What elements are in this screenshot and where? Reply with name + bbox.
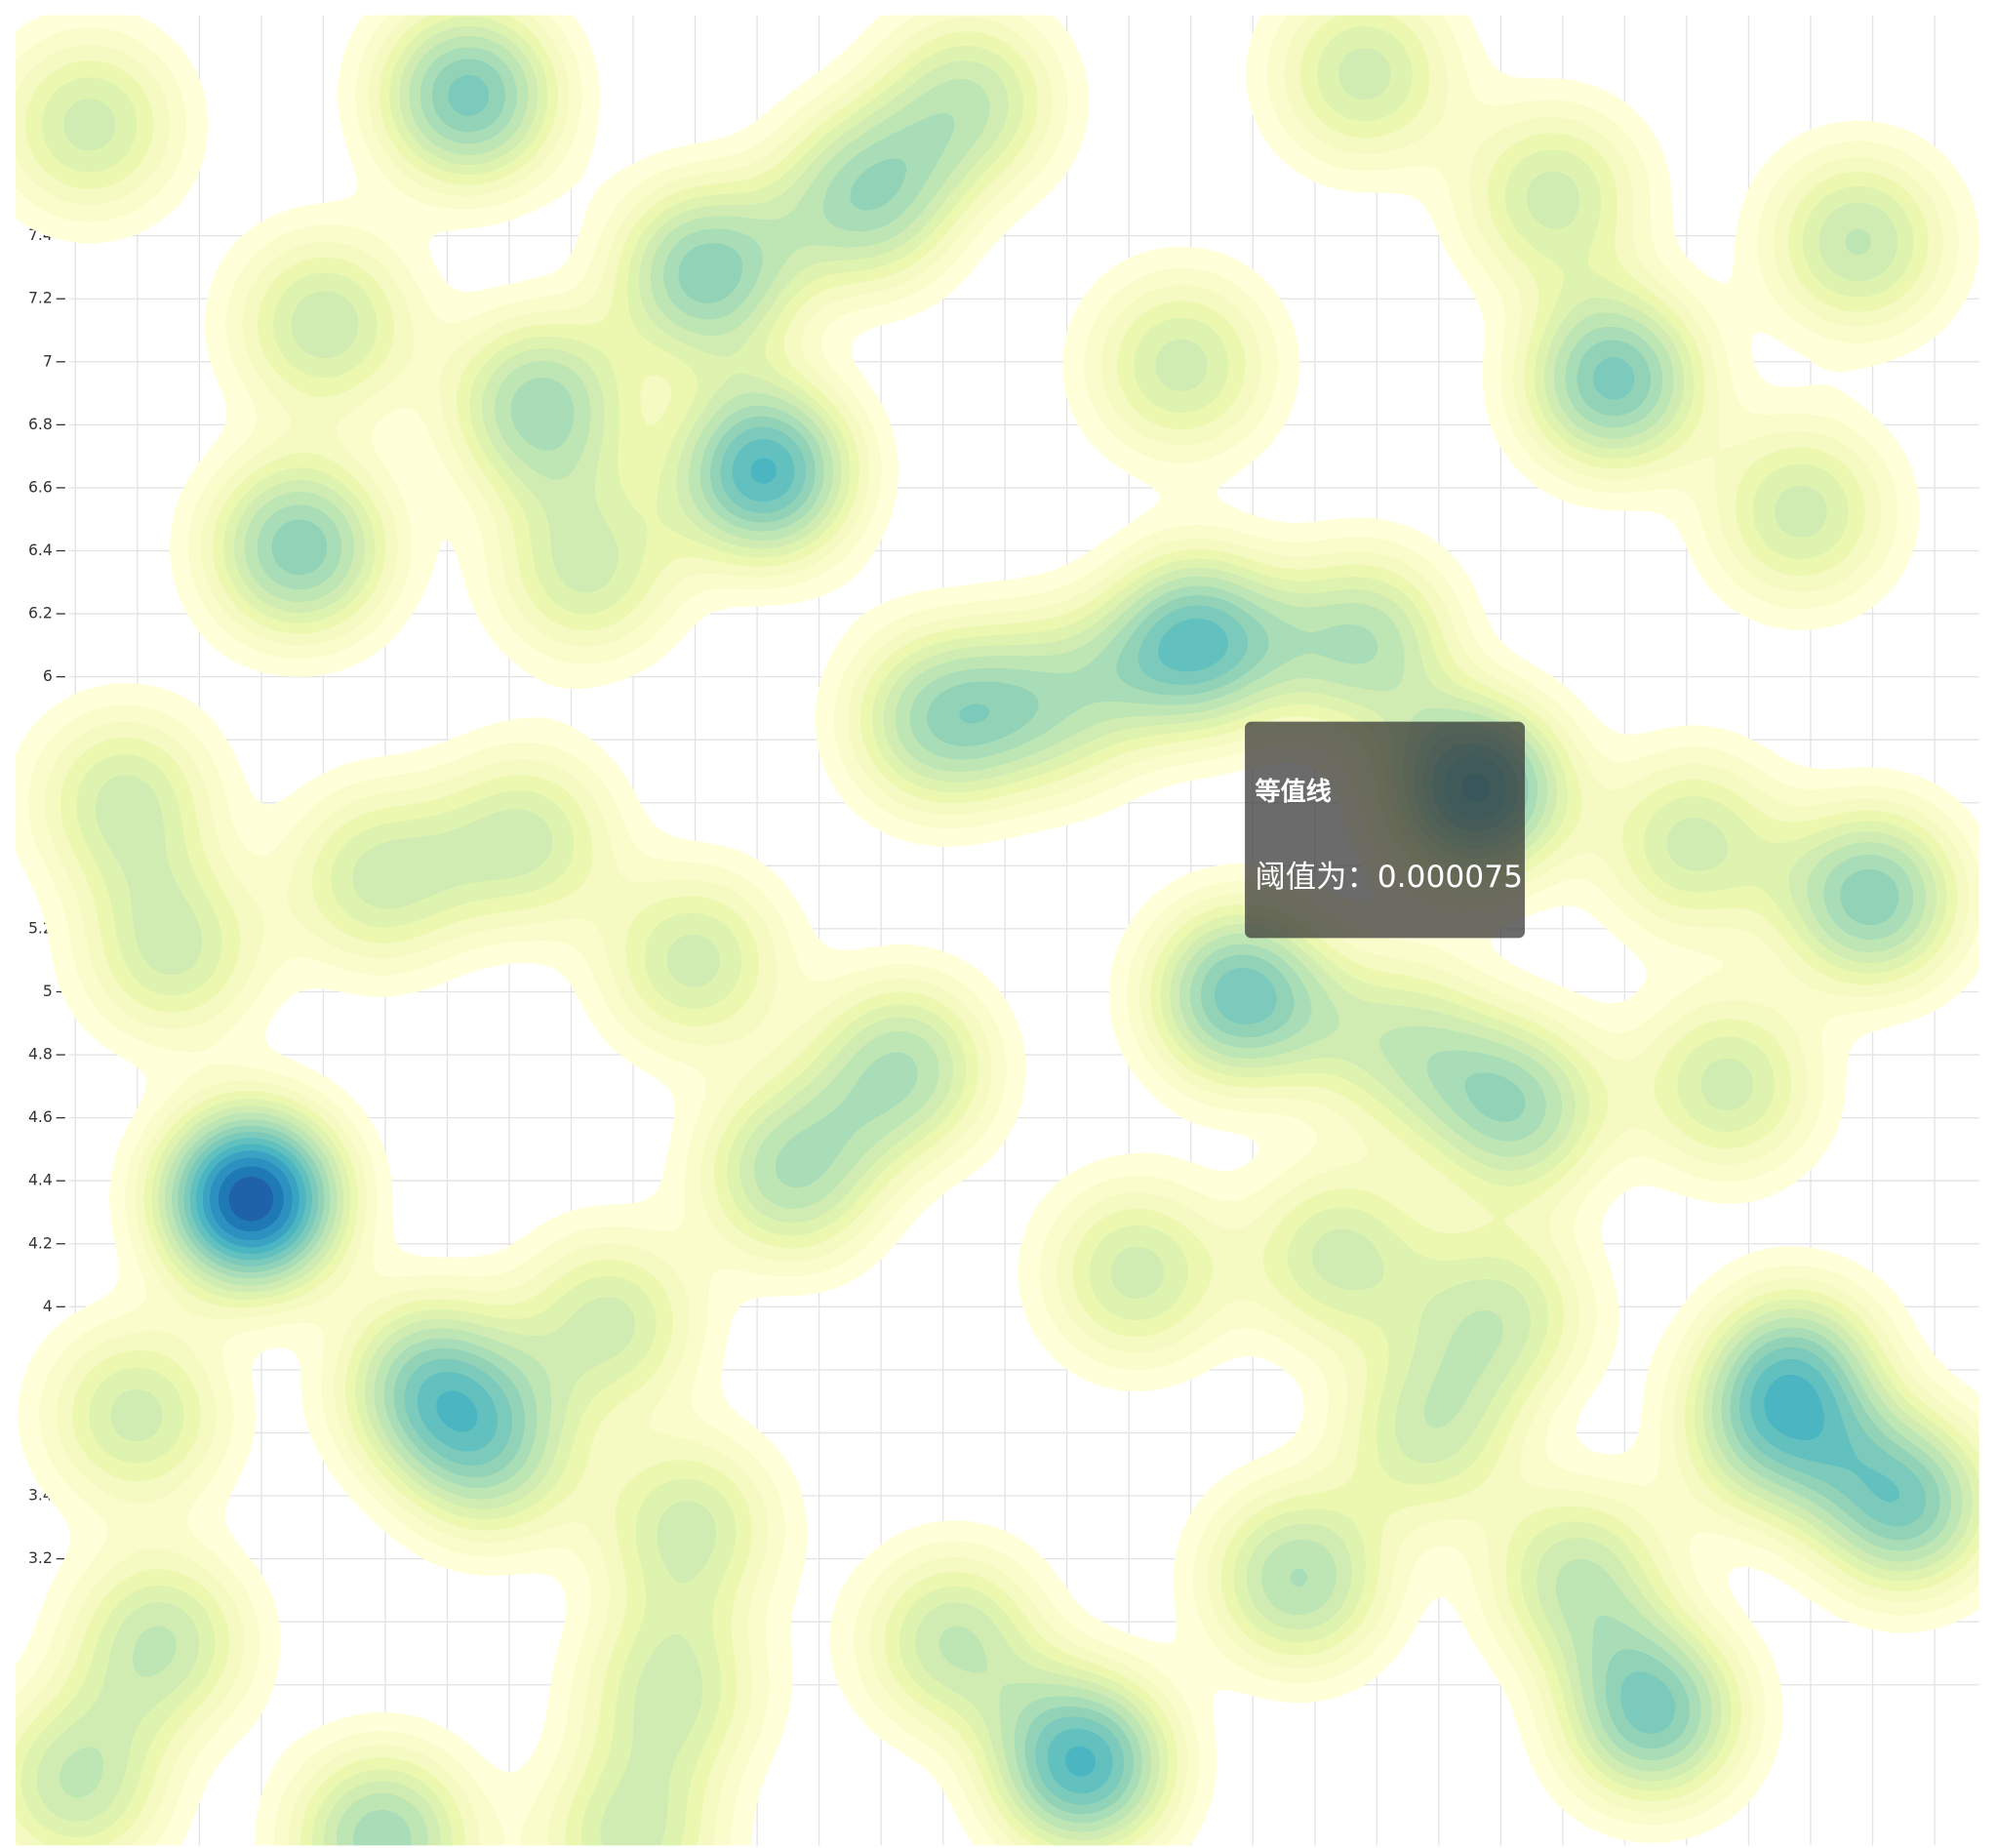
density-blob [608,1448,767,1607]
y-axis: 2.833.23.43.63.844.24.44.64.855.25.45.65… [28,225,65,1693]
y-tick-label: 3.4 [28,1486,53,1505]
density-blob [80,1562,239,1721]
density-blob [172,1119,331,1278]
density-blob [1218,1499,1377,1658]
density-blob [821,989,980,1148]
density-blob [786,118,945,277]
density-blob [627,194,786,353]
density-blob [93,868,252,1027]
density-blob [1473,118,1632,277]
tooltip-title: 等值线 [1255,777,1331,807]
density-blob [875,1562,1034,1721]
density-blob [529,1244,688,1403]
y-tick-label: 2.8 [28,1674,53,1693]
density-blob [389,16,548,175]
y-tick-label: 3.6 [28,1423,53,1441]
tooltip-box [1245,721,1526,939]
density-blob [461,328,620,487]
tooltip-value: 0.000075 [1377,860,1523,895]
density-blob [1058,1193,1217,1352]
density-blob [1259,1177,1418,1336]
tooltip: 等值线 阈值为：0.000075 [1245,721,1526,939]
density-blob [591,1611,750,1770]
density-blob [1573,1632,1732,1791]
density-blob [1614,764,1773,923]
density-blob [1648,1005,1807,1164]
density-blob [1162,916,1321,1074]
density-blob [411,1372,570,1530]
density-blob [685,391,843,550]
density-blob [46,722,205,881]
y-tick-label: 7.2 [28,289,53,307]
y-tick-label: 3 [43,1612,53,1630]
density-blob [1349,1352,1507,1511]
density-blob [1722,432,1880,591]
y-tick-label: 6 [43,666,53,685]
tooltip-label: 阈值为： [1255,860,1377,895]
y-tick-label: 4.6 [28,1107,53,1126]
y-tick-label: 7 [43,351,53,370]
density-blob [1283,563,1441,722]
density-blob [1003,1683,1161,1842]
y-tick-label: 4 [43,1297,53,1315]
y-tick-label: 3.8 [28,1359,53,1378]
y-tick-label: 4.8 [28,1045,53,1064]
density-blob [15,1703,156,1846]
density-blob [1420,1234,1578,1393]
density-blob [15,45,169,204]
density-blob [1498,1499,1657,1658]
density-blob [445,761,604,919]
y-tick-label: 4.2 [28,1233,53,1252]
density-blob [1778,162,1937,321]
density-blob [246,245,404,404]
density-blob [1101,286,1260,445]
y-tick-label: 5.8 [28,730,53,748]
density-blob [1285,15,1444,153]
density-blob [551,1760,709,1846]
density-blob [506,487,665,646]
y-tick-label: 6.4 [28,541,53,559]
density-blob [220,468,379,626]
y-tick-label: 6.6 [28,477,53,496]
y-tick-label: 6.8 [28,415,53,433]
y-tick-label: 6.2 [28,604,53,623]
density-blob [712,1092,871,1250]
y-tick-label: 4.4 [28,1171,53,1189]
density-blob [978,621,1136,780]
density-blob [1535,300,1694,459]
tooltip-line: 阈值为：0.000075 [1255,860,1523,895]
density-blob [1690,1359,1849,1517]
density-blob [615,881,774,1040]
density-blob [888,22,1047,181]
density-blob [300,799,459,957]
density-blob [1117,563,1276,722]
y-tick-label: 5.2 [28,918,53,937]
y-tick-label: 3.2 [28,1548,53,1567]
density-blob [1791,818,1950,977]
y-tick-label: 7.4 [28,225,53,244]
density-blob [302,1760,461,1846]
y-tick-label: 5 [43,982,53,1000]
density-blob [58,1336,216,1495]
y-tick-label: 5.4 [28,856,53,874]
density-blob [1823,1423,1979,1582]
density-blob [1435,1027,1594,1186]
